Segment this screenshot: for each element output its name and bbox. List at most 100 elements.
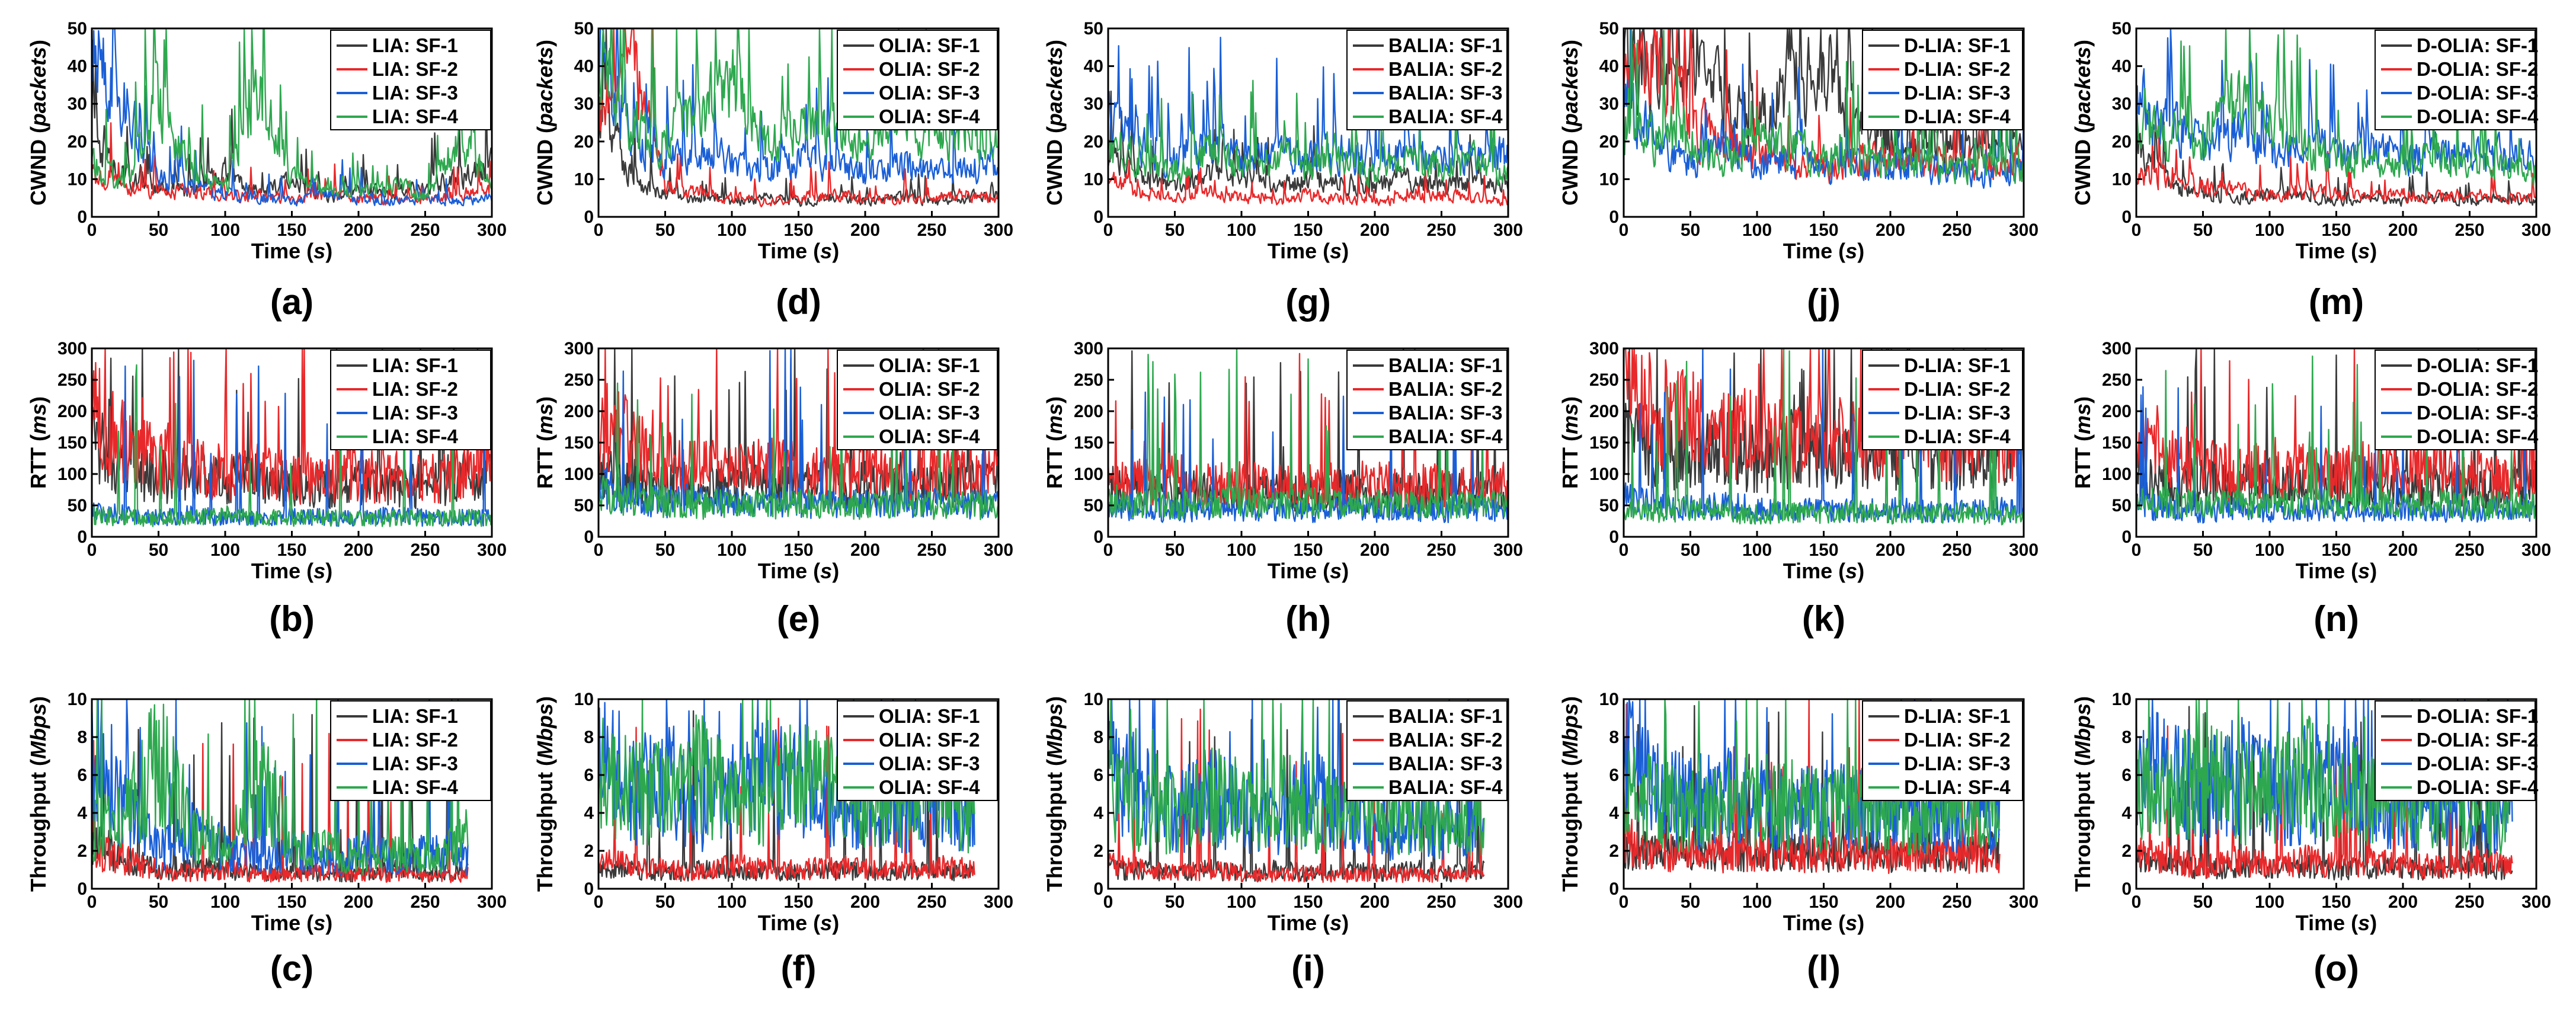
x-tick-label: 300 [984, 892, 1013, 912]
series-line-2 [599, 28, 999, 208]
x-tick-label: 100 [717, 540, 747, 560]
y-tick-label: 150 [564, 433, 594, 453]
series-line-4 [1624, 699, 2001, 856]
x-tick-label: 0 [594, 220, 604, 240]
legend-entry-1: LIA: SF-1 [372, 354, 458, 376]
x-tick-label: 100 [1227, 540, 1256, 560]
series-line-4 [92, 364, 492, 527]
x-tick-label: 100 [210, 892, 240, 912]
x-tick-label: 250 [1942, 220, 1972, 240]
legend-entry-4: LIA: SF-4 [372, 105, 458, 127]
y-tick-label: 100 [2102, 465, 2132, 484]
panel-a: 0 10 20 30 40 50 0 50 100 150 200 250 300 Time (s) CWN… [26, 19, 507, 322]
y-tick-label: 4 [1609, 803, 1619, 823]
y-tick-label: 10 [1084, 169, 1103, 189]
x-tick-label: 150 [2321, 540, 2351, 560]
y-tick-label: 0 [1093, 879, 1103, 899]
x-tick-label: 250 [917, 540, 946, 560]
legend-entry-3: D-LIA: SF-3 [1904, 82, 2011, 104]
x-tick-label: 0 [1103, 220, 1113, 240]
y-tick-label: 0 [1609, 527, 1619, 547]
y-tick-label: 300 [564, 339, 594, 358]
legend-entry-4: OLIA: SF-4 [879, 776, 980, 798]
x-tick-label: 150 [783, 892, 813, 912]
legend-entry-4: D-OLIA: SF-4 [2417, 425, 2539, 447]
x-tick-label: 0 [1619, 220, 1629, 240]
y-tick-label: 6 [2121, 766, 2132, 785]
x-tick-label: 0 [594, 892, 604, 912]
y-tick-label: 50 [68, 496, 87, 515]
legend-entry-2: D-LIA: SF-2 [1904, 729, 2011, 751]
y-tick-label: 250 [1074, 370, 1103, 390]
x-tick-label: 300 [477, 220, 507, 240]
x-tick-label: 0 [87, 220, 97, 240]
x-tick-label: 100 [1742, 540, 1772, 560]
x-tick-label: 150 [1293, 220, 1323, 240]
legend-entry-3: D-OLIA: SF-3 [2417, 82, 2538, 104]
y-tick-label: 2 [1609, 841, 1619, 861]
traces [1108, 348, 1508, 523]
traces [1108, 699, 1485, 883]
y-tick-label: 50 [68, 19, 87, 39]
x-tick-label: 200 [850, 892, 880, 912]
x-tick-label: 150 [1293, 540, 1323, 560]
y-axis-label: Throughput (Mbps) [1042, 696, 1067, 892]
y-tick-label: 4 [584, 803, 594, 823]
legend-entry-2: D-OLIA: SF-2 [2417, 58, 2538, 80]
y-axis-label: Throughput (Mbps) [26, 696, 50, 892]
x-tick-label: 50 [655, 892, 675, 912]
x-tick-label: 200 [344, 220, 373, 240]
x-axis-label: Time (s) [2296, 911, 2377, 935]
x-tick-label: 0 [594, 540, 604, 560]
y-tick-label: 10 [1599, 690, 1619, 709]
legend-entry-4: D-LIA: SF-4 [1904, 425, 2011, 447]
panel-label: (n) [2313, 599, 2359, 639]
x-tick-label: 300 [984, 540, 1013, 560]
legend-entry-1: D-LIA: SF-1 [1904, 354, 2011, 376]
legend-entry-1: D-OLIA: SF-1 [2417, 34, 2538, 56]
y-axis-label: RTT (ms) [533, 396, 557, 489]
y-tick-label: 30 [2112, 94, 2132, 114]
traces [92, 699, 469, 883]
x-tick-label: 100 [1227, 220, 1256, 240]
y-axis-label: Throughput (Mbps) [2071, 696, 2095, 892]
legend-entry-4: BALIA: SF-4 [1388, 425, 1503, 447]
x-tick-label: 150 [783, 220, 813, 240]
legend: D-LIA: SF-1D-LIA: SF-2D-LIA: SF-3D-LIA: … [1862, 30, 2023, 130]
legend-entry-3: LIA: SF-3 [372, 752, 458, 774]
legend-entry-1: D-OLIA: SF-1 [2417, 705, 2538, 727]
legend: D-OLIA: SF-1D-OLIA: SF-2D-OLIA: SF-3D-OL… [2375, 350, 2539, 450]
y-tick-label: 200 [1589, 402, 1619, 421]
x-tick-label: 300 [2009, 220, 2039, 240]
y-tick-label: 30 [574, 94, 594, 114]
traces [1624, 348, 2024, 526]
x-tick-label: 300 [2521, 540, 2551, 560]
legend-entry-3: LIA: SF-3 [372, 82, 458, 104]
x-tick-label: 200 [2388, 220, 2418, 240]
y-tick-label: 2 [584, 841, 594, 861]
y-tick-label: 10 [68, 690, 87, 709]
x-tick-label: 100 [2255, 220, 2284, 240]
panel-g: 0 10 20 30 40 50 0 50 100 150 200 250 300 Time (s) CWN… [1042, 19, 1523, 322]
series-line-4 [599, 348, 999, 520]
y-tick-label: 250 [2102, 370, 2132, 390]
legend-entry-3: D-LIA: SF-3 [1904, 402, 2011, 424]
x-tick-label: 0 [2132, 540, 2142, 560]
x-axis-label: Time (s) [251, 911, 332, 935]
x-tick-label: 300 [2009, 540, 2039, 560]
y-tick-label: 0 [2121, 207, 2132, 227]
legend-entry-4: D-OLIA: SF-4 [2417, 105, 2539, 127]
x-tick-label: 150 [277, 540, 306, 560]
legend-entry-3: OLIA: SF-3 [879, 82, 980, 104]
legend-entry-4: D-LIA: SF-4 [1904, 776, 2011, 798]
series-line-1 [2136, 111, 2536, 207]
y-tick-label: 20 [574, 132, 594, 152]
y-tick-label: 2 [77, 841, 87, 861]
x-tick-label: 250 [410, 892, 440, 912]
x-tick-label: 250 [917, 892, 946, 912]
y-tick-label: 0 [2121, 527, 2132, 547]
x-tick-label: 100 [717, 892, 747, 912]
